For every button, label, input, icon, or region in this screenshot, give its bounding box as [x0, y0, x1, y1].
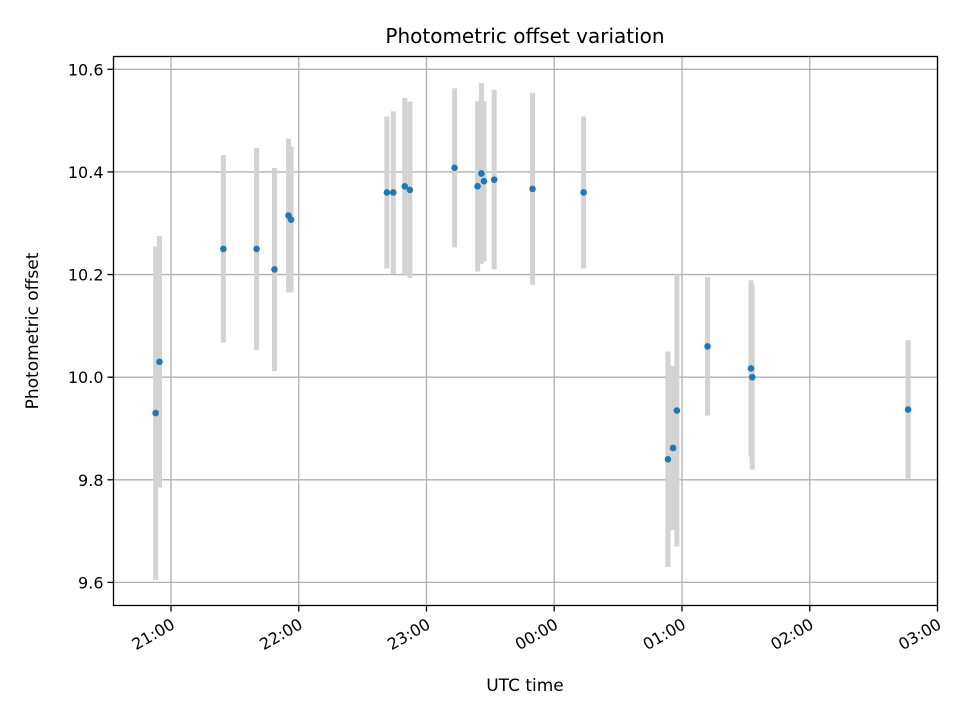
chart-title: Photometric offset variation: [385, 24, 664, 48]
data-point: [389, 189, 397, 196]
y-tick-label: 9.6: [78, 573, 103, 592]
y-tick-label: 10.6: [68, 60, 104, 79]
data-point: [669, 444, 677, 452]
data-point: [664, 455, 672, 463]
data-point: [152, 409, 159, 417]
y-tick-label: 9.8: [78, 471, 103, 490]
data-point: [748, 373, 756, 381]
data-point: [904, 406, 912, 413]
x-axis-title: UTC time: [486, 676, 564, 696]
data-point: [747, 365, 755, 372]
y-axis-title: Photometric offset: [23, 252, 43, 409]
data-point: [271, 266, 278, 273]
data-point: [220, 245, 227, 253]
y-tick-label: 10.2: [68, 266, 104, 285]
y-tick-label: 10.4: [68, 163, 104, 182]
data-point: [490, 176, 498, 183]
data-point: [406, 186, 414, 194]
data-point: [478, 170, 485, 177]
data-point: [401, 183, 409, 190]
data-point: [529, 185, 536, 193]
data-point: [580, 189, 587, 196]
data-point: [156, 358, 163, 366]
data-point: [287, 216, 295, 223]
point-layer: [152, 164, 912, 463]
plot-frame: [112, 55, 939, 607]
data-point: [451, 164, 458, 172]
data-point: [673, 407, 681, 414]
data-point: [383, 189, 391, 196]
data-point: [253, 245, 260, 253]
data-point: [480, 177, 488, 185]
data-point: [474, 183, 481, 190]
y-tick-label: 10.0: [68, 368, 104, 387]
grid-layer: [113, 56, 939, 606]
data-point: [704, 343, 711, 350]
